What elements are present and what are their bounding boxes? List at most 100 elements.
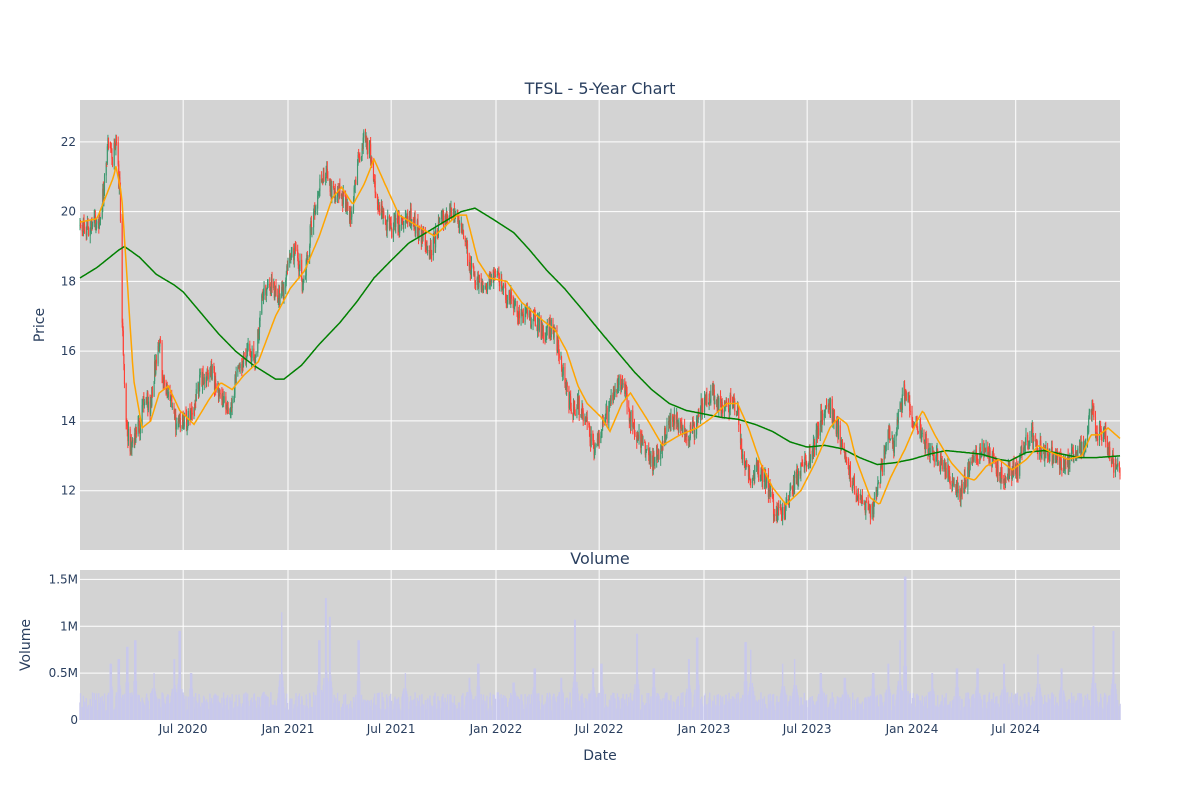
candle-body — [714, 400, 716, 405]
candle-body — [82, 231, 84, 233]
candle-body — [1016, 473, 1018, 477]
candle-body — [388, 216, 390, 229]
candle-body — [1015, 464, 1017, 475]
candle-body — [203, 377, 205, 384]
volume-bar — [391, 700, 393, 720]
candle-body — [489, 276, 491, 286]
candle-body — [356, 163, 359, 185]
candle-body — [1080, 442, 1082, 450]
volume-bar — [937, 706, 939, 720]
candle-body — [129, 428, 131, 452]
volume-bar — [502, 695, 505, 720]
candle-body — [106, 163, 108, 165]
candle-body — [965, 480, 967, 487]
volume-bar — [83, 701, 86, 720]
candle-body — [973, 455, 975, 461]
candle-body — [1051, 446, 1053, 465]
candle-body — [602, 415, 604, 431]
candle-body — [877, 482, 879, 484]
candle-body — [760, 471, 762, 480]
x-tick-label: Jul 2024 — [990, 722, 1040, 736]
candle-body — [331, 185, 333, 200]
candle-body — [716, 399, 718, 408]
candle-body — [780, 504, 782, 513]
volume-bar — [185, 696, 187, 720]
volume-bar — [247, 700, 249, 720]
candle-body — [833, 410, 835, 422]
candle-body — [110, 147, 112, 150]
candle-body — [650, 455, 652, 464]
volume-bar — [534, 668, 537, 720]
candle-body — [1059, 457, 1061, 469]
candle-body — [963, 487, 965, 494]
candle-body — [565, 384, 567, 390]
candle-body — [907, 399, 909, 401]
volume-bar — [710, 707, 712, 720]
volume-bar — [793, 659, 796, 720]
volume-bar — [303, 704, 305, 720]
candle-body — [466, 244, 469, 260]
candle-body — [629, 418, 631, 422]
candle-body — [309, 225, 311, 246]
candle-body — [669, 416, 671, 424]
candle-body — [126, 422, 128, 427]
candle-body — [317, 194, 319, 196]
volume-bar — [941, 694, 943, 720]
candle-body — [186, 416, 188, 429]
candle-body — [1043, 448, 1045, 461]
candle-body — [347, 202, 349, 211]
candle-body — [528, 312, 530, 316]
volume-bar — [253, 693, 256, 720]
candle-body — [321, 179, 323, 183]
candle-body — [696, 418, 698, 435]
volume-bar — [85, 698, 87, 720]
candle-body — [921, 432, 923, 434]
candle-body — [397, 219, 399, 230]
candle-body — [658, 454, 660, 460]
candle-body — [1071, 448, 1073, 450]
candle-body — [445, 215, 447, 223]
volume-bar — [1045, 701, 1047, 720]
volume-x-ticks: Jul 2020 Jan 2021 Jul 2021 Jan 2022 Jul 2022… — [158, 722, 1040, 736]
candle-body — [1119, 467, 1121, 476]
candle-body — [857, 495, 859, 499]
volume-bar — [1117, 699, 1119, 720]
candle-body — [756, 462, 758, 466]
candle-body — [853, 476, 855, 478]
candle-body — [941, 459, 943, 465]
candle-body — [839, 425, 841, 443]
volume-bar — [797, 697, 800, 720]
candle-body — [888, 430, 890, 438]
volume-bar — [666, 692, 668, 720]
candle-body — [427, 250, 429, 252]
candle-body — [1035, 440, 1037, 442]
volume-bar — [809, 696, 812, 720]
candle-body — [744, 465, 746, 469]
candle-body — [432, 238, 434, 256]
volume-bar — [498, 698, 501, 720]
candle-body — [1031, 427, 1033, 430]
candle-body — [1060, 458, 1062, 470]
candle-body — [476, 278, 478, 285]
candle-body — [430, 242, 432, 255]
volume-bar — [1061, 668, 1063, 720]
candle-body — [785, 504, 787, 509]
candle-body — [677, 423, 679, 429]
candle-body — [209, 372, 212, 377]
candle-body — [804, 456, 806, 468]
volume-bar — [586, 701, 588, 720]
volume-bar — [1049, 699, 1051, 720]
candle-body — [277, 300, 279, 303]
candle-body — [1047, 456, 1049, 459]
candle-body — [995, 463, 997, 474]
volume-bar — [680, 692, 682, 720]
candle-body — [660, 449, 662, 452]
candle-body — [370, 144, 372, 162]
candle-body — [649, 454, 651, 465]
candle-body — [282, 288, 284, 299]
candle-body — [504, 284, 506, 289]
candle-body — [921, 433, 923, 441]
candle-body — [522, 314, 524, 317]
candle-body — [94, 214, 96, 231]
